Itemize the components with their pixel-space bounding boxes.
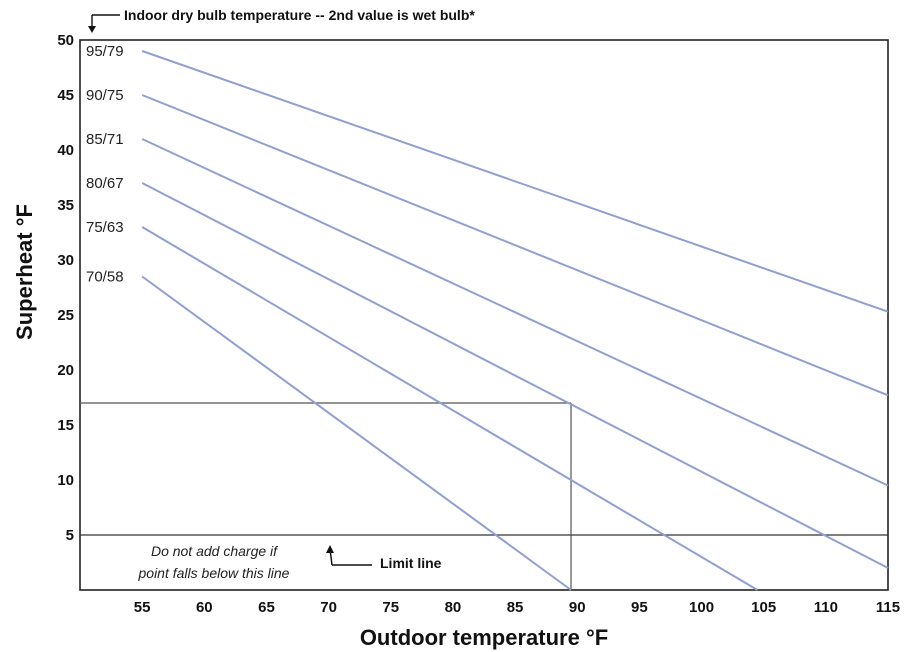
y-tick-label-2: 15 [57,417,74,434]
y-tick-label-5: 30 [57,252,74,269]
plot-frame [79,39,889,591]
y-tick-label-4: 25 [57,307,74,324]
series-line-0 [141,50,889,313]
legend-note: Indoor dry bulb temperature -- 2nd value… [124,7,475,23]
x-tick-label-10: 105 [751,599,776,616]
y-axis-title: Superheat °F [12,204,37,340]
series-line-3 [141,182,889,569]
limit-line-arrow-icon [326,545,372,566]
y-tick-label-9: 50 [57,32,74,49]
x-tick-label-7: 90 [569,599,586,616]
series-label-2: 85/71 [86,131,124,148]
x-tick-label-3: 70 [320,599,337,616]
series-line-2 [141,138,889,487]
x-tick-label-12: 115 [876,599,900,616]
x-tick-label-1: 60 [196,599,213,616]
x-axis-title: Outdoor temperature °F [360,625,608,650]
x-tick-label-0: 55 [134,599,151,616]
limit-line-label: Limit line [380,555,442,571]
series-label-3: 80/67 [86,175,124,192]
y-tick-label-1: 10 [57,472,74,489]
y-tick-label-3: 20 [57,362,74,379]
series-label-0: 95/79 [86,43,124,60]
x-tick-label-2: 65 [258,599,275,616]
x-tick-label-6: 85 [507,599,524,616]
x-tick-label-8: 95 [631,599,648,616]
warning-text-line1: Do not add charge if [151,543,279,559]
x-tick-label-4: 75 [382,599,399,616]
warning-text-line2: point falls below this line [138,565,290,581]
series-label-1: 90/75 [86,87,124,104]
y-tick-label-6: 35 [57,197,74,214]
y-tick-label-7: 40 [57,142,74,159]
series-line-5 [141,275,572,591]
series-label-4: 75/63 [86,219,124,236]
series-label-5: 70/58 [86,269,124,286]
series-line-4 [141,226,758,591]
x-tick-label-5: 80 [445,599,462,616]
legend-note-arrow-icon [88,14,120,33]
x-tick-label-11: 110 [814,599,838,616]
x-tick-label-9: 100 [689,599,714,616]
series-line-1 [141,94,889,397]
y-tick-label-8: 45 [57,87,74,104]
y-tick-label-0: 5 [66,527,74,544]
